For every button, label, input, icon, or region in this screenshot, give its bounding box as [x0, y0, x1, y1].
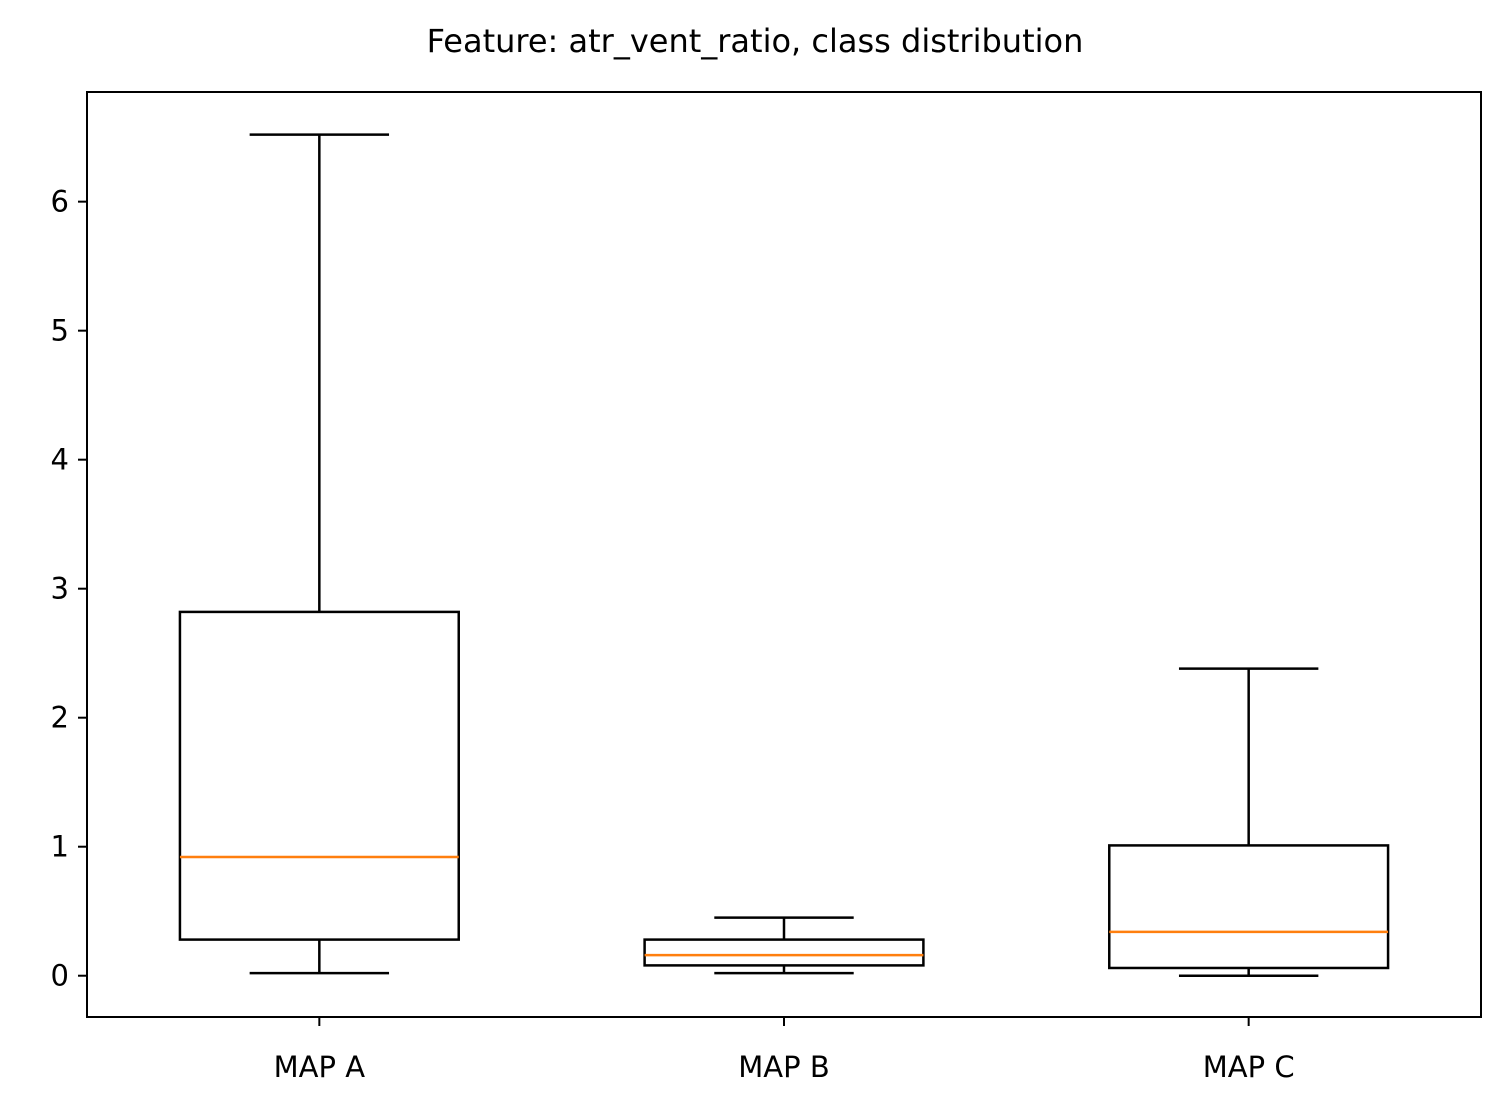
- y-tick-label: 1: [51, 830, 69, 864]
- y-tick-label: 3: [51, 572, 69, 606]
- y-tick-label: 6: [51, 185, 69, 219]
- y-axis: 0 1 2 3 4 5 6: [51, 185, 87, 993]
- chart-title: Feature: atr_vent_ratio, class distribut…: [426, 22, 1084, 60]
- x-tick-label: MAP B: [738, 1050, 829, 1084]
- y-tick-label: 4: [51, 443, 69, 477]
- x-axis: MAP A MAP B MAP C: [274, 1017, 1295, 1084]
- y-tick-label: 0: [51, 959, 69, 993]
- y-tick-label: 2: [51, 701, 69, 735]
- box-iqr: [643, 938, 925, 967]
- box-iqr: [178, 610, 460, 941]
- x-tick-label: MAP A: [274, 1050, 366, 1084]
- box-iqr: [1108, 844, 1390, 970]
- y-tick-label: 5: [51, 314, 69, 348]
- box-map-c: [1108, 667, 1390, 977]
- x-tick-label: MAP C: [1203, 1050, 1295, 1084]
- box-map-a: [178, 133, 460, 975]
- chart-marks: [178, 133, 1390, 977]
- box-map-b: [643, 916, 925, 975]
- plot-frame: [86, 91, 1482, 1018]
